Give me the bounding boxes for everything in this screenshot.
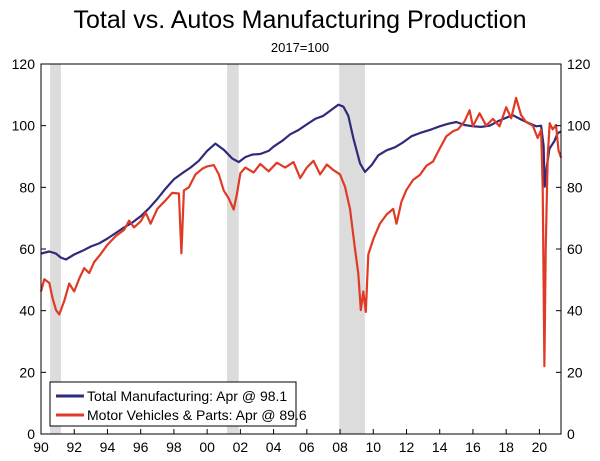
y-tick-label-left: 60 xyxy=(19,241,35,257)
series-line-1 xyxy=(39,96,563,368)
x-tick-label: 92 xyxy=(66,439,82,455)
y-tick-label-left: 40 xyxy=(19,303,35,319)
y-tick-label-right: 20 xyxy=(567,364,583,380)
y-tick-label-left: 120 xyxy=(12,56,36,72)
legend-box xyxy=(49,381,297,427)
x-tick-label: 16 xyxy=(465,439,481,455)
x-tick-label: 02 xyxy=(233,439,249,455)
x-tick-label: 04 xyxy=(266,439,282,455)
y-tick-label-right: 40 xyxy=(567,303,583,319)
x-tick-label: 14 xyxy=(432,439,448,455)
recession-bands xyxy=(50,64,365,434)
recession-band-2 xyxy=(339,64,365,434)
y-tick-label-right: 60 xyxy=(567,241,583,257)
series-line-0 xyxy=(40,103,562,261)
y-tick-label-right: 100 xyxy=(567,118,591,134)
x-tick-label: 90 xyxy=(33,439,49,455)
x-tick-label: 94 xyxy=(100,439,116,455)
y-tick-label-left: 20 xyxy=(19,364,35,380)
legend-label-motor-vehicles: Motor Vehicles & Parts: Apr @ 89.6 xyxy=(87,407,307,423)
y-tick-label-right: 120 xyxy=(567,56,591,72)
x-tick-label: 12 xyxy=(399,439,415,455)
recession-band-0 xyxy=(50,64,61,434)
x-tick-label: 08 xyxy=(332,439,348,455)
y-tick-label-left: 100 xyxy=(12,118,36,134)
y-tick-label-left: 80 xyxy=(19,179,35,195)
x-tick-label: 00 xyxy=(199,439,215,455)
series-lines xyxy=(39,96,563,368)
recession-band-1 xyxy=(227,64,239,434)
x-tick-label: 06 xyxy=(299,439,315,455)
chart-title: Total vs. Autos Manufacturing Production xyxy=(73,6,527,34)
x-tick-label: 18 xyxy=(498,439,514,455)
legend: Total Manufacturing: Apr @ 98.1 Motor Ve… xyxy=(49,381,307,427)
y-tick-label-left: 0 xyxy=(27,426,35,442)
x-tick-label: 96 xyxy=(133,439,149,455)
y-tick-label-right: 80 xyxy=(567,179,583,195)
legend-label-total-manufacturing: Total Manufacturing: Apr @ 98.1 xyxy=(87,388,287,404)
x-tick-label: 98 xyxy=(166,439,182,455)
y-tick-label-right: 0 xyxy=(567,426,575,442)
x-tick-label: 20 xyxy=(532,439,548,455)
x-tick-label: 10 xyxy=(365,439,381,455)
chart-subtitle: 2017=100 xyxy=(270,40,330,55)
